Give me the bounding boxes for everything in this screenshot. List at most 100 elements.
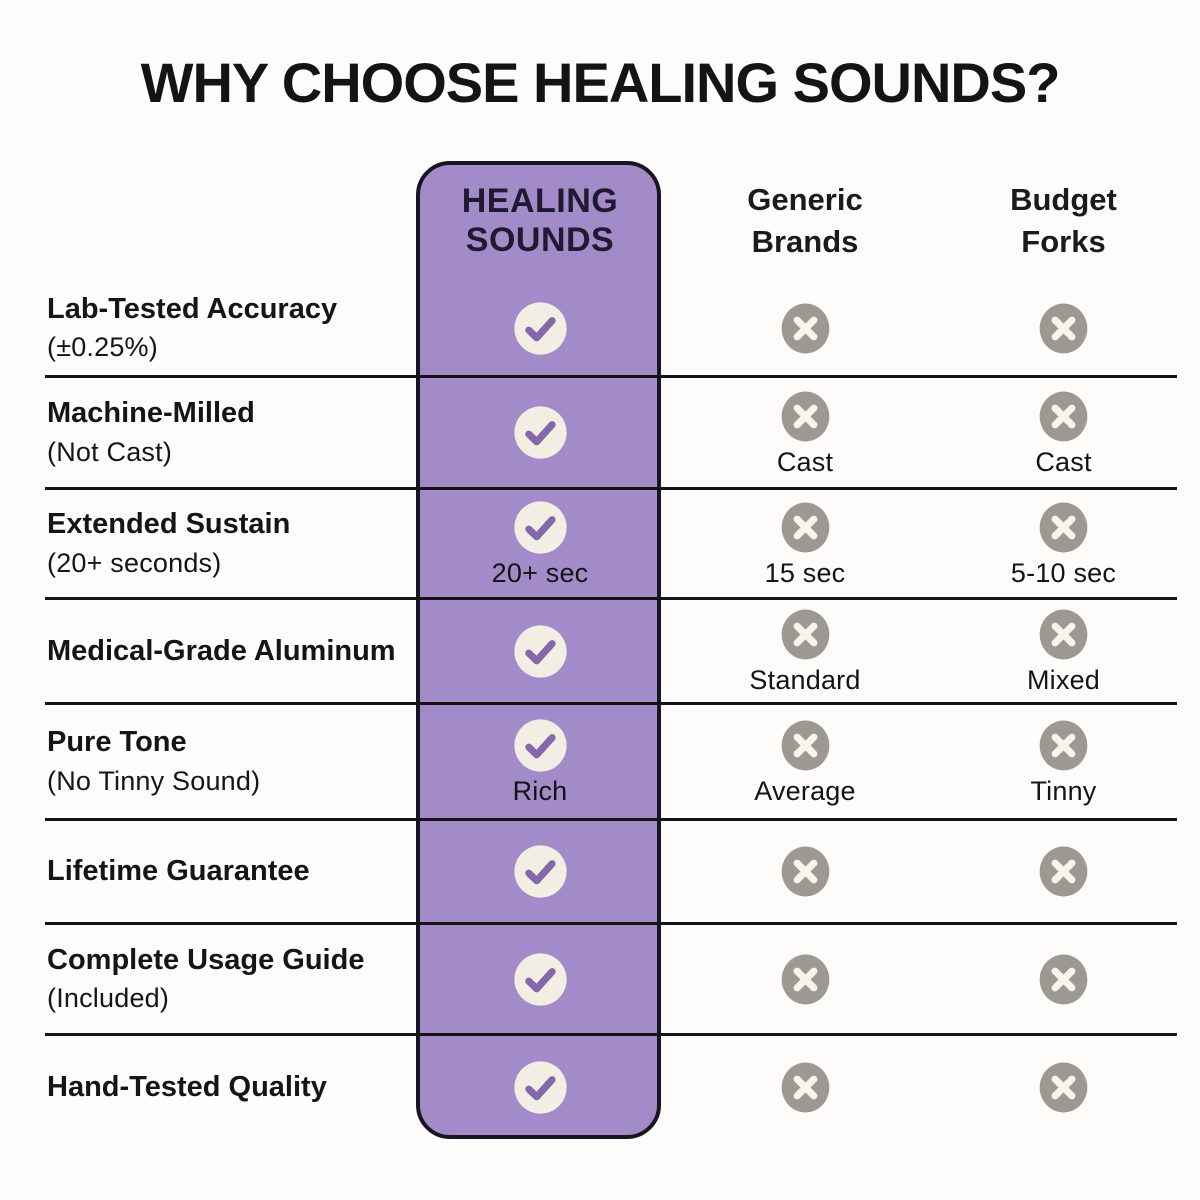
feature-label: Pure Tone (No Tinny Sound) — [45, 723, 420, 800]
check-icon — [513, 301, 567, 355]
feature-note: (Included) — [47, 983, 170, 1013]
x-icon — [781, 1062, 829, 1113]
cell-generic — [660, 951, 950, 1008]
column-header-line: Generic — [747, 182, 863, 218]
column-header-generic-brands: Generic Brands — [660, 179, 950, 263]
feature-name: Extended Sustain — [47, 508, 291, 541]
feature-label: Machine-Milled (Not Cast) — [45, 394, 420, 471]
check-icon — [513, 718, 567, 772]
cell-value: Cast — [776, 446, 834, 477]
cell-generic — [660, 1059, 950, 1116]
cell-budget — [950, 1059, 1177, 1116]
cell-generic: Standard — [660, 606, 950, 696]
cell-generic — [660, 843, 950, 900]
cell-healing: Rich — [420, 717, 660, 807]
cell-budget — [950, 843, 1177, 900]
feature-note: (20+ seconds) — [47, 547, 222, 578]
x-icon — [781, 609, 829, 660]
x-icon — [1039, 1062, 1088, 1113]
cell-generic: 15 sec — [660, 499, 950, 589]
cell-healing — [420, 404, 660, 461]
x-icon — [781, 502, 829, 552]
feature-label: Lab-Tested Accuracy (±0.25%) — [45, 290, 420, 367]
comparison-table: HEALING SOUNDS Generic Brands Budget For… — [45, 161, 1177, 1139]
cell-healing — [420, 1059, 660, 1116]
x-icon — [781, 391, 829, 441]
x-icon — [781, 720, 829, 770]
feature-label: Medical-Grade Aluminum — [45, 632, 420, 670]
feature-label: Complete Usage Guide (Included) — [45, 941, 420, 1018]
table-row: Pure Tone (No Tinny Sound) Rich Average Tinn… — [45, 705, 1177, 821]
x-icon — [1039, 303, 1088, 353]
feature-label: Hand-Tested Quality — [45, 1068, 420, 1106]
check-icon — [513, 624, 567, 678]
cell-value: Average — [754, 775, 856, 806]
table-row: Complete Usage Guide (Included) — [45, 925, 1177, 1036]
feature-name: Machine-Milled — [47, 397, 255, 430]
feature-note: (±0.25%) — [47, 332, 158, 362]
cell-healing — [420, 951, 660, 1008]
cell-healing — [420, 623, 660, 680]
table-row: Machine-Milled (Not Cast) Cast Cast — [45, 378, 1177, 490]
cell-generic: Average — [660, 717, 950, 807]
column-header-healing-sounds: HEALING SOUNDS — [420, 182, 660, 260]
x-icon — [781, 954, 829, 1004]
cell-healing: 20+ sec — [420, 499, 660, 589]
cell-value: Tinny — [1030, 775, 1097, 806]
feature-name: Pure Tone — [47, 726, 187, 759]
x-icon — [781, 303, 829, 353]
cell-healing — [420, 300, 660, 357]
feature-name: Hand-Tested Quality — [47, 1071, 327, 1104]
column-header-line: HEALING — [461, 182, 619, 221]
cell-budget: Tinny — [950, 717, 1177, 807]
x-icon — [1039, 846, 1088, 897]
column-header-line: SOUNDS — [465, 221, 615, 259]
comparison-rows: Lab-Tested Accuracy (±0.25%) Machine-Mille… — [45, 281, 1177, 1139]
feature-name: Medical-Grade Aluminum — [47, 634, 396, 667]
x-icon — [781, 846, 829, 897]
table-row: Hand-Tested Quality — [45, 1036, 1177, 1139]
feature-label: Extended Sustain (20+ seconds) — [45, 505, 420, 582]
table-row: Medical-Grade Aluminum Standard Mixed — [45, 600, 1177, 705]
check-icon — [513, 952, 567, 1006]
column-header-line: Brands — [751, 224, 859, 259]
cell-budget — [950, 951, 1177, 1008]
feature-name: Complete Usage Guide — [47, 943, 365, 976]
page-title: WHY CHOOSE HEALING SOUNDS? — [140, 51, 1061, 114]
cell-healing — [420, 843, 660, 900]
table-row: Lifetime Guarantee — [45, 821, 1177, 925]
x-icon — [1039, 609, 1088, 660]
table-header-row: HEALING SOUNDS Generic Brands Budget For… — [45, 161, 1177, 281]
cell-value: 20+ sec — [491, 557, 589, 588]
feature-label: Lifetime Guarantee — [45, 852, 420, 890]
cell-budget: 5-10 sec — [950, 499, 1177, 589]
x-icon — [1039, 502, 1088, 552]
x-icon — [1039, 720, 1088, 770]
column-header-line: Forks — [1021, 224, 1106, 259]
cell-value: 5-10 sec — [1010, 557, 1117, 588]
cell-budget — [950, 300, 1177, 357]
cell-generic: Cast — [660, 388, 950, 478]
check-icon — [513, 500, 567, 554]
table-row: Lab-Tested Accuracy (±0.25%) — [45, 281, 1177, 378]
table-row: Extended Sustain (20+ seconds) 20+ sec 15 s… — [45, 490, 1177, 600]
cell-budget: Mixed — [950, 606, 1177, 696]
cell-value: Rich — [512, 775, 568, 806]
feature-name: Lifetime Guarantee — [47, 855, 310, 888]
cell-generic — [660, 300, 950, 357]
cell-value: Cast — [1035, 446, 1092, 477]
cell-value: 15 sec — [764, 557, 846, 588]
feature-name: Lab-Tested Accuracy — [47, 292, 338, 325]
column-header-line: Budget — [1010, 182, 1117, 218]
cell-value: Standard — [749, 665, 861, 695]
check-icon — [513, 845, 567, 898]
feature-note: (No Tinny Sound) — [47, 765, 261, 796]
feature-note: (Not Cast) — [47, 436, 173, 467]
x-icon — [1039, 954, 1088, 1004]
cell-budget: Cast — [950, 388, 1177, 478]
cell-value: Mixed — [1026, 665, 1101, 695]
check-icon — [513, 1061, 567, 1114]
check-icon — [513, 406, 567, 459]
x-icon — [1039, 391, 1088, 441]
column-header-budget-forks: Budget Forks — [950, 179, 1177, 263]
